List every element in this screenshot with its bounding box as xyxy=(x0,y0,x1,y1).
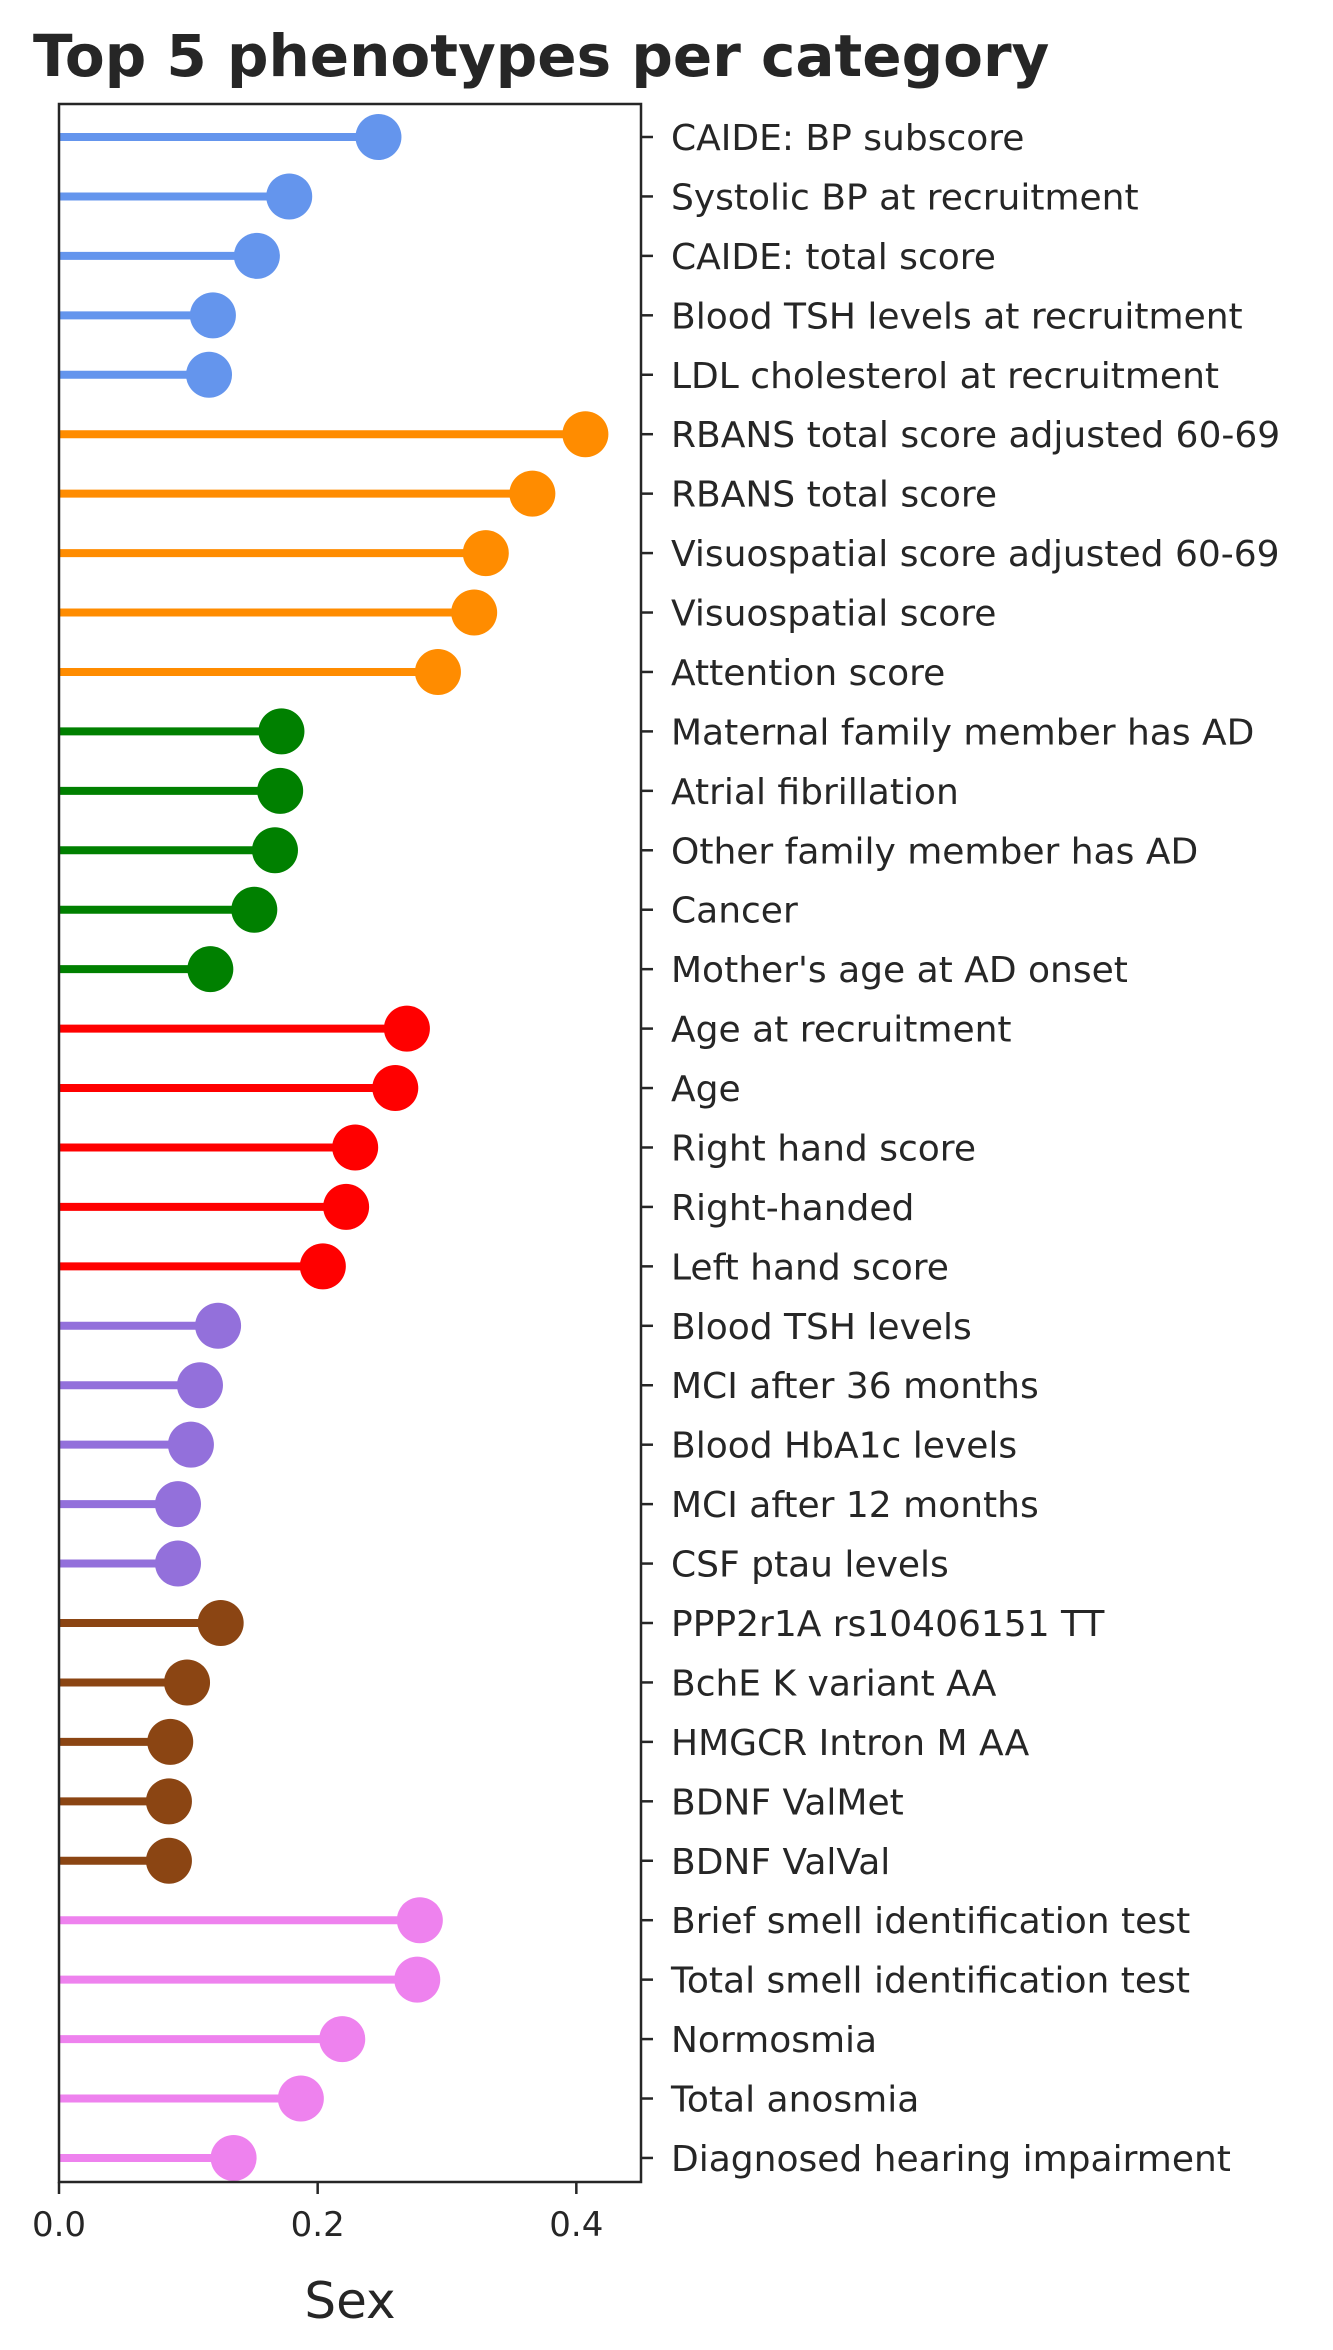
data-point xyxy=(355,114,402,160)
data-point xyxy=(145,1837,192,1884)
data-point xyxy=(509,470,556,517)
y-tick-label: CAIDE: total score xyxy=(671,237,996,278)
data-point xyxy=(167,1421,214,1468)
data-point xyxy=(332,1124,379,1171)
y-tick-label: Normosmia xyxy=(671,2020,877,2061)
data-point xyxy=(197,1600,244,1646)
data-point xyxy=(462,530,509,577)
x-tick-label: 0.4 xyxy=(549,2205,603,2245)
data-point xyxy=(186,351,233,398)
y-tick-label: RBANS total score adjusted 60-69 xyxy=(671,415,1280,456)
data-point xyxy=(187,946,234,993)
data-point xyxy=(258,708,305,755)
y-tick-label: Visuospatial score xyxy=(671,594,996,635)
y-tick-label: PPP2r1A rs10406151 TT xyxy=(671,1604,1105,1645)
data-point xyxy=(154,1540,201,1587)
data-point xyxy=(394,1956,441,2003)
data-point xyxy=(372,1065,419,1112)
y-tick-label: MCI after 12 months xyxy=(671,1485,1039,1526)
y-tick-label: Age xyxy=(671,1069,741,1110)
data-point xyxy=(154,1481,201,1528)
y-tick-label: BDNF ValVal xyxy=(671,1842,890,1883)
stems-layer xyxy=(59,133,586,2162)
data-point xyxy=(383,1005,430,1052)
data-point xyxy=(319,2016,366,2063)
data-point xyxy=(147,1718,194,1765)
y-tick-label: Cancer xyxy=(671,891,798,932)
y-tick-label: Brief smell identification test xyxy=(671,1901,1190,1942)
data-point xyxy=(257,767,304,814)
y-tick-label: RBANS total score xyxy=(671,475,997,516)
data-point xyxy=(189,292,236,339)
y-tick-label: Maternal family member has AD xyxy=(671,712,1254,753)
data-point xyxy=(231,886,278,933)
y-tick-label: CAIDE: BP subscore xyxy=(671,118,1024,159)
y-tick-label: BchE K variant AA xyxy=(671,1663,997,1704)
data-point xyxy=(210,2134,257,2181)
y-tick-label: Left hand score xyxy=(671,1247,949,1288)
y-tick-label: Other family member has AD xyxy=(671,831,1198,872)
y-tick-label: Right-handed xyxy=(671,1188,914,1229)
y-tick-label: Atrial fibrillation xyxy=(671,772,959,813)
y-axis: CAIDE: BP subscore Systolic BP at recruit… xyxy=(641,118,1280,2180)
y-tick-label: Total smell identification test xyxy=(670,1961,1190,2002)
y-tick-label: Blood TSH levels at recruitment xyxy=(671,296,1243,337)
y-tick-label: MCI after 36 months xyxy=(671,1366,1039,1407)
y-tick-label: Blood TSH levels xyxy=(671,1307,972,1348)
x-axis: 0.0 0.2 0.4 xyxy=(32,2182,603,2245)
y-tick-label: Mother's age at AD onset xyxy=(671,950,1128,991)
y-tick-label: CSF ptau levels xyxy=(671,1545,949,1586)
data-point xyxy=(195,1302,242,1349)
data-point xyxy=(414,648,461,695)
y-tick-label: Blood HbA1c levels xyxy=(671,1426,1017,1467)
y-tick-label: Attention score xyxy=(671,653,945,694)
data-point xyxy=(451,589,498,636)
y-tick-label: Total anosmia xyxy=(670,2080,919,2121)
data-point xyxy=(176,1362,223,1409)
y-tick-label: Diagnosed hearing impairment xyxy=(671,2139,1231,2180)
data-point xyxy=(145,1778,192,1825)
y-tick-label: LDL cholesterol at recruitment xyxy=(671,356,1219,397)
x-tick-label: 0.2 xyxy=(291,2205,345,2245)
data-point xyxy=(323,1183,370,1230)
data-point xyxy=(251,827,298,874)
y-tick-label: Visuospatial score adjusted 60-69 xyxy=(671,534,1280,575)
markers-layer xyxy=(145,114,609,2181)
y-tick-label: Age at recruitment xyxy=(671,1010,1012,1051)
chart-title: Top 5 phenotypes per category xyxy=(33,22,1049,90)
data-point xyxy=(233,232,280,279)
plot-frame xyxy=(57,102,643,2184)
data-point xyxy=(277,2075,324,2122)
x-tick-label: 0.0 xyxy=(32,2205,86,2245)
y-tick-label: Systolic BP at recruitment xyxy=(671,177,1139,218)
x-axis-label: Sex xyxy=(304,2272,395,2330)
data-point xyxy=(164,1659,211,1706)
data-point xyxy=(266,173,313,220)
y-tick-label: HMGCR Intron M AA xyxy=(671,1723,1030,1764)
y-tick-label: BDNF ValMet xyxy=(671,1782,904,1823)
data-point xyxy=(396,1897,443,1944)
data-point xyxy=(299,1243,346,1290)
y-tick-label: Right hand score xyxy=(671,1128,976,1169)
data-point xyxy=(562,411,609,458)
